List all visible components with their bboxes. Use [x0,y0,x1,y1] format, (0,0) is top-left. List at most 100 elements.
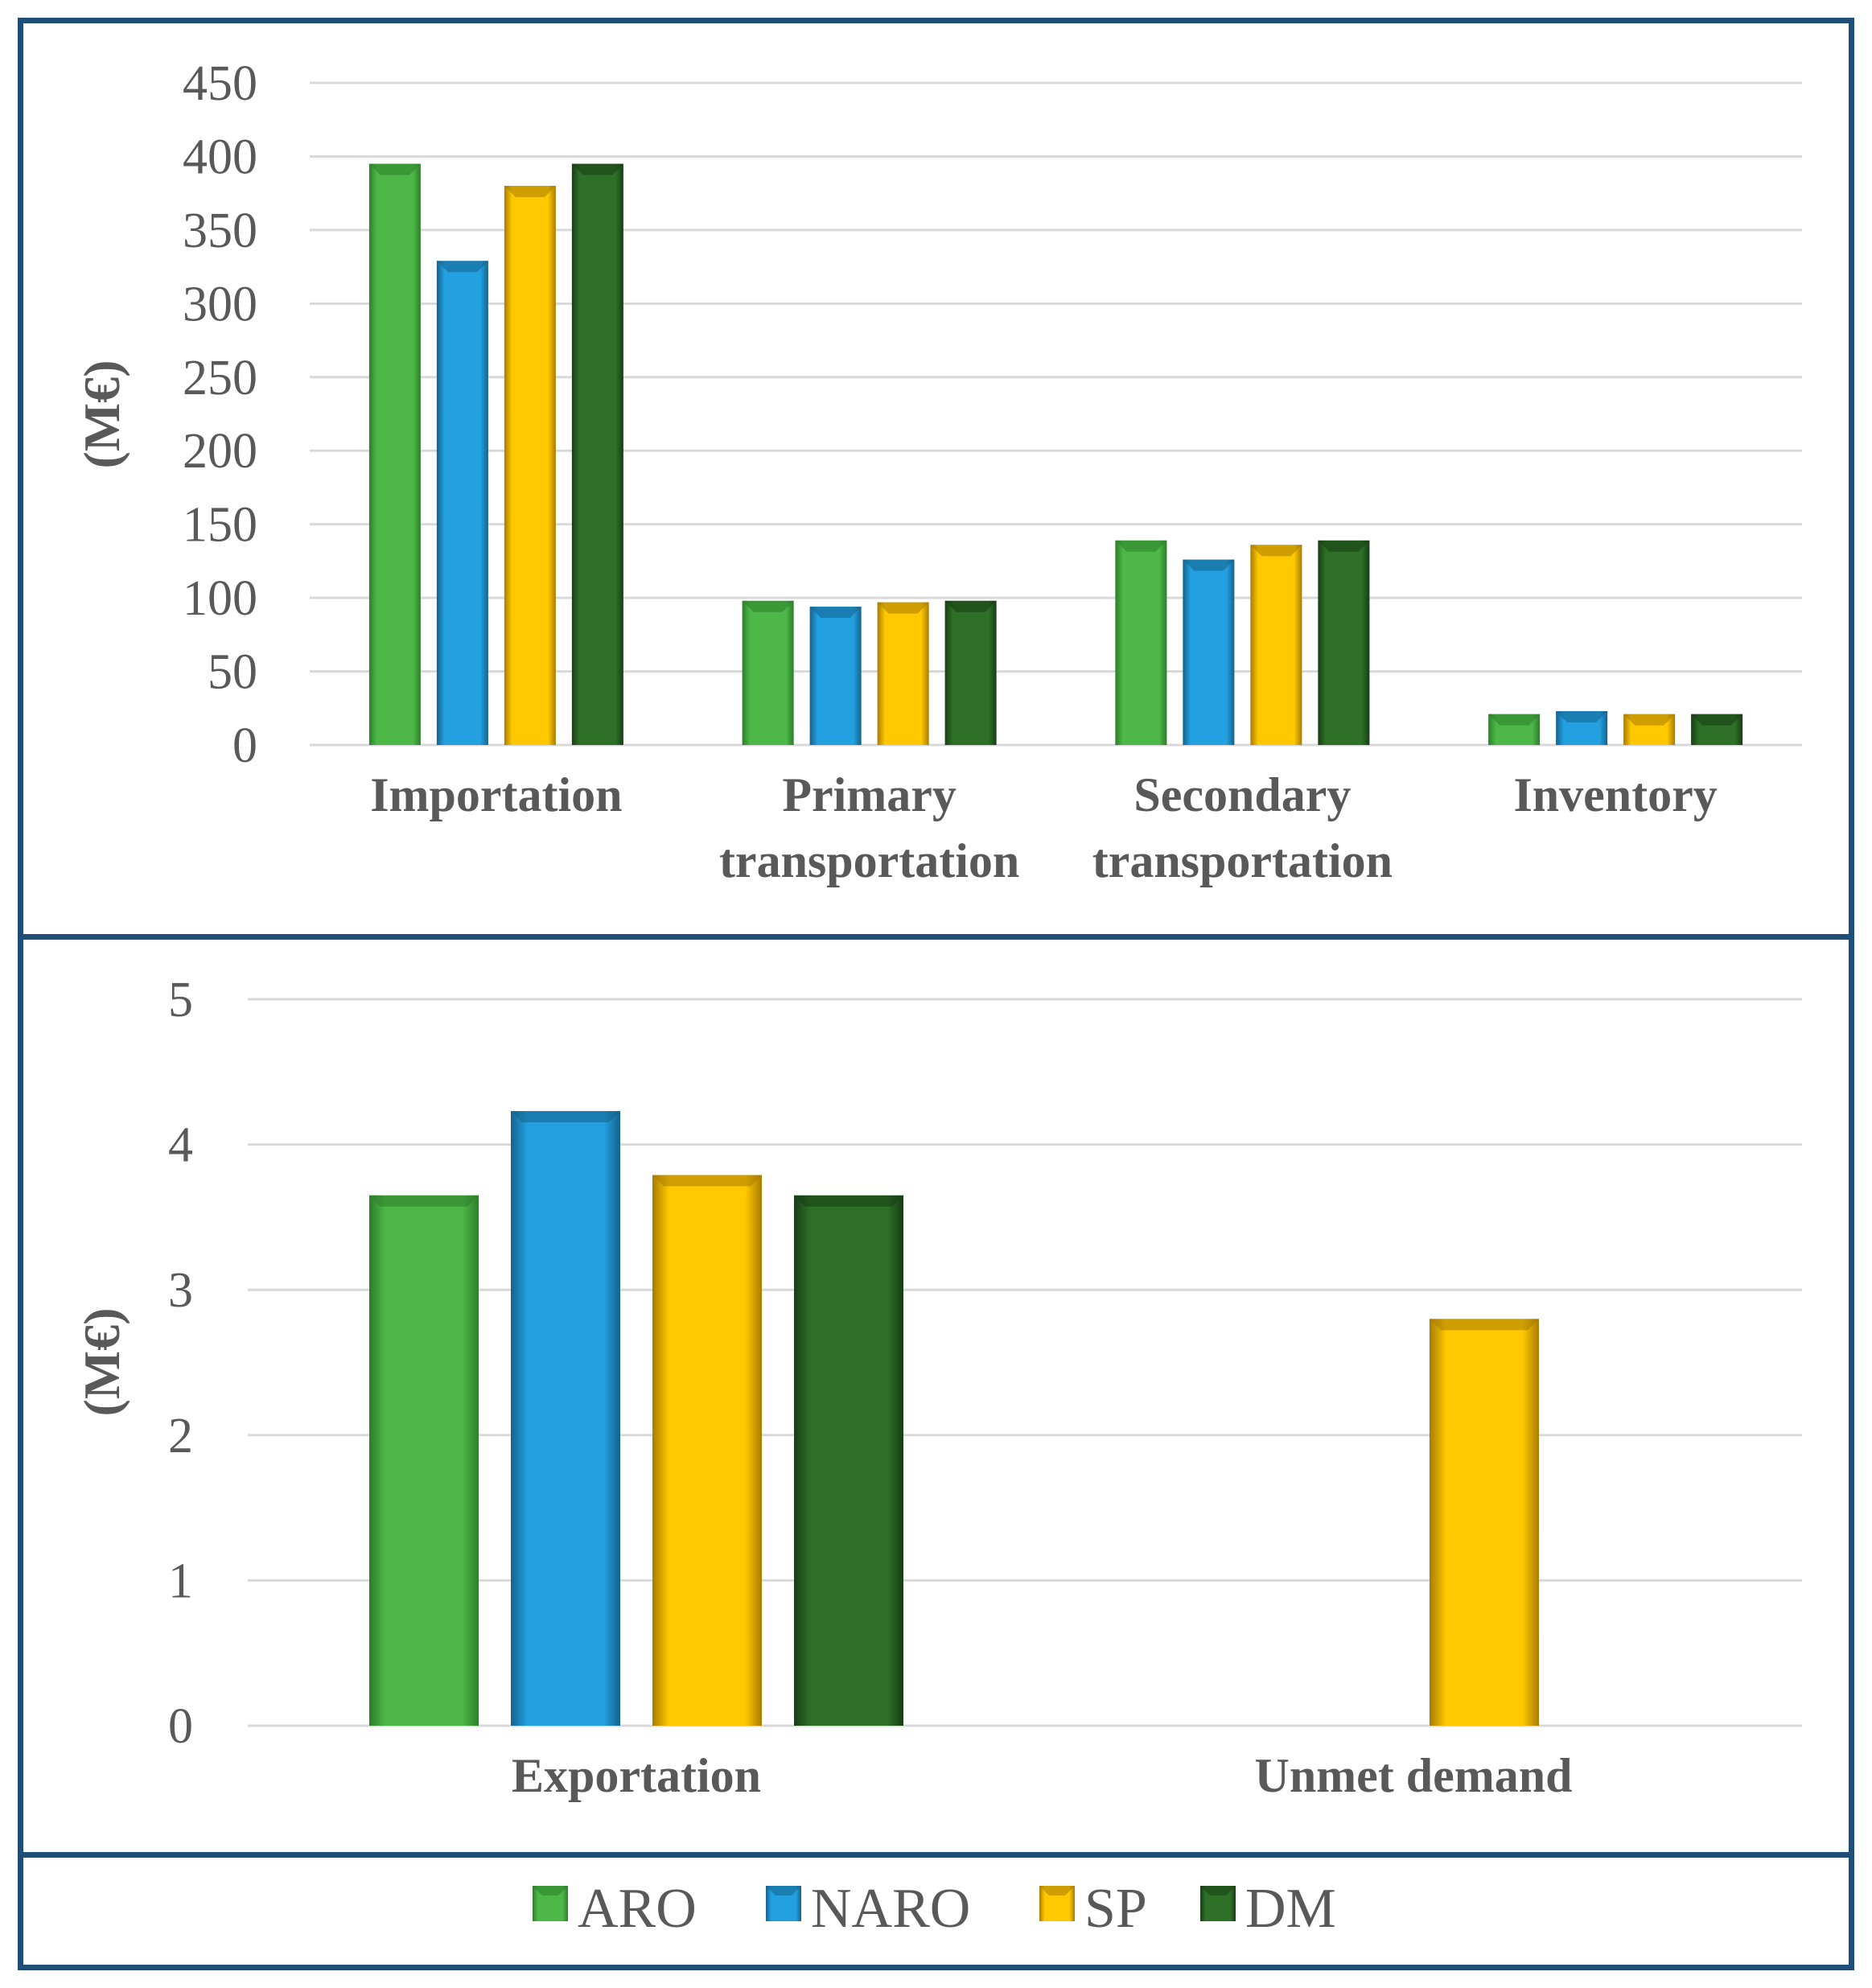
bar-aro-secondary-transportation [1115,540,1167,745]
bar-bevel [436,261,488,273]
y-tick-label: 200 [183,424,257,479]
bar-sp-secondary-transportation [1250,545,1302,745]
bar-bevel [944,600,997,612]
chart-exportation-costs: 0 1 2 3 4 5 (M€) Exportation Unmet demand [73,973,1802,1802]
bar-bevel [1488,714,1541,726]
y-tick-label: 50 [208,645,257,700]
legend-item-naro: NARO [766,1878,970,1940]
bar-aro-primary-transportation [742,600,794,745]
bar-bevel [1183,559,1235,571]
bar-bevel [1250,545,1302,557]
y-tick-label: 350 [183,204,257,258]
bar-sp-importation [504,186,556,745]
bar-body [436,261,488,746]
bar-bevel [1623,714,1676,726]
bar-dm-importation [571,163,623,746]
bar-dm-inventory [1691,714,1743,745]
legend-swatch-bevel [1200,1886,1236,1895]
bar-naro-inventory [1556,710,1608,745]
bar-aro-exportation [369,1195,479,1726]
bar-body [877,602,929,745]
bar-naro-primary-transportation [809,607,862,745]
y-tick-label: 250 [183,351,257,405]
bar-bevel [511,1111,620,1123]
legend-swatch-bevel [1039,1886,1075,1895]
y-tick-label: 150 [183,498,257,553]
bar-sp-primary-transportation [877,602,929,745]
y-tick-label: 0 [232,718,257,773]
bar-naro-exportation [511,1111,620,1726]
bar-bevel [794,1195,903,1207]
y-tick-label: 0 [168,1699,193,1754]
bar-bevel [1691,714,1743,726]
figure-frame [18,18,1854,1970]
legend-label: NARO [811,1878,970,1940]
bar-bevel [571,163,623,175]
x-category-label: Primary [782,768,957,821]
legend-item-dm: DM [1200,1878,1336,1940]
bar-bevel [368,163,421,175]
bar-body [368,163,421,746]
panel-separator-top [18,934,1854,940]
bar-body [652,1175,762,1726]
legend-label: DM [1245,1878,1336,1940]
bar-body [511,1111,620,1726]
y-axis-label: (M€) [73,360,130,468]
x-category-label: Importation [370,768,622,821]
x-category-label: Exportation [512,1749,761,1802]
bar-dm-exportation [794,1195,903,1726]
panel-separator-legend [18,1852,1854,1858]
legend-label: ARO [578,1878,697,1940]
bar-body [1318,540,1370,745]
bar-bevel [877,602,929,614]
bar-aro-importation [368,163,421,746]
bar-body [1430,1319,1539,1726]
bar-bevel [809,607,862,619]
x-category-label: Inventory [1513,768,1717,821]
bar-body [809,607,862,745]
y-tick-label: 5 [168,973,193,1027]
bar-bevel [369,1195,479,1207]
x-category-label: transportation [719,834,1019,887]
bar-bevel [504,186,556,198]
bar-sp-exportation [652,1175,762,1726]
bar-body [571,163,623,746]
bar-sp-unmet-demand [1430,1319,1539,1726]
y-tick-label: 300 [183,277,257,331]
bar-body [1183,559,1235,745]
legend-swatch-bevel [766,1886,801,1895]
bar-bevel [1318,540,1370,552]
y-tick-label: 2 [168,1409,193,1463]
bar-body [944,600,997,745]
x-category-label: Unmet demand [1254,1749,1572,1802]
bar-naro-importation [436,261,488,746]
bar-bevel [652,1175,762,1187]
bar-body [1115,540,1167,745]
legend-swatch-bevel [533,1886,568,1895]
bar-body [742,600,794,745]
bar-bevel [1556,710,1608,722]
legend-item-sp: SP [1039,1878,1147,1940]
bar-body [504,186,556,745]
bar-dm-secondary-transportation [1318,540,1370,745]
bar-body [794,1195,903,1726]
y-tick-label: 400 [183,130,257,184]
y-tick-label: 1 [168,1554,193,1608]
bar-bevel [1430,1319,1539,1331]
legend: ARO NARO SP DM [533,1878,1336,1940]
bar-dm-primary-transportation [944,600,997,745]
bar-bevel [742,600,794,612]
y-tick-label: 450 [183,56,257,111]
bar-bevel [1115,540,1167,552]
chart-importation-costs: 0 50 100 150 200 250 300 350 400 450 (M€) Importati… [73,56,1802,887]
bar-body [369,1195,479,1726]
x-category-label: transportation [1092,834,1393,887]
y-tick-label: 3 [168,1263,193,1318]
bar-body [1250,545,1302,745]
y-tick-label: 4 [168,1118,193,1173]
y-axis-label: (M€) [73,1307,130,1416]
y-tick-label: 100 [183,571,257,626]
legend-item-aro: ARO [533,1878,697,1940]
x-category-label: Secondary [1133,768,1351,821]
